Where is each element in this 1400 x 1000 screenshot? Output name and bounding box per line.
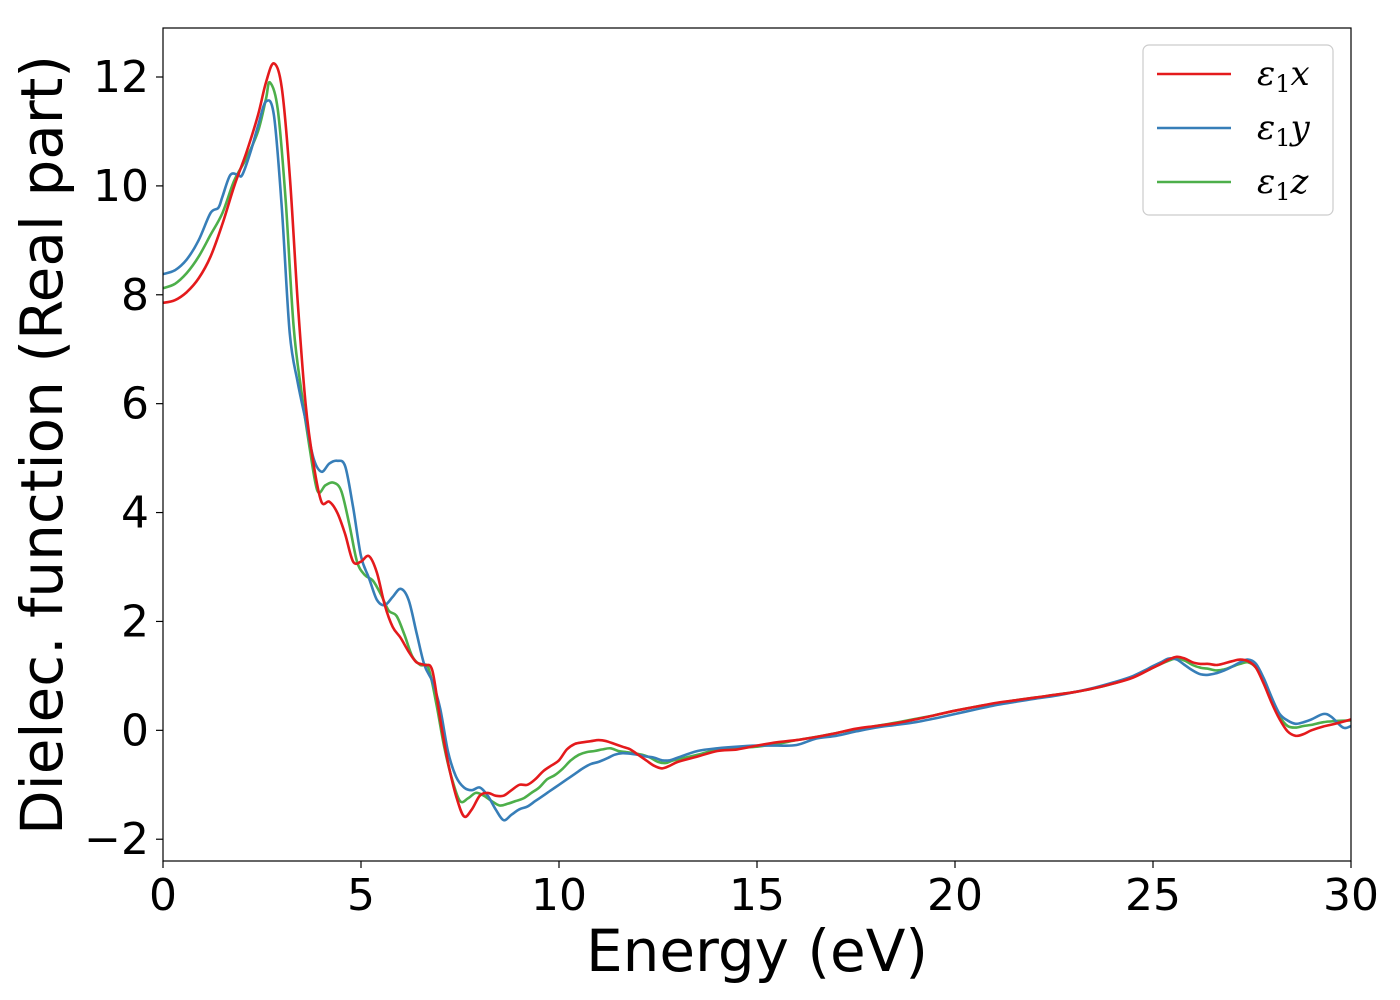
x-tick-label: 30: [1323, 870, 1379, 921]
legend-entries: ε1x ε1y ε1z: [1157, 54, 1311, 206]
y-axis-ticks: −2 0 2 4 6 8 10 12: [84, 52, 163, 865]
legend: ε1x ε1y ε1z: [1142, 44, 1334, 216]
x-tick-label: 0: [149, 870, 177, 921]
y-tick-label: 0: [121, 705, 149, 756]
x-tick-label: 10: [531, 870, 587, 921]
legend-label-z: ε1z: [1257, 162, 1310, 206]
x-tick-label: 5: [347, 870, 375, 921]
y-tick-label: 8: [121, 270, 149, 321]
series-layer: [163, 62, 1351, 822]
x-axis-label: Energy (eV): [586, 917, 928, 985]
x-tick-label: 25: [1125, 870, 1181, 921]
y-tick-label: 4: [121, 488, 149, 539]
y-tick-label: −2: [84, 814, 149, 865]
y-axis-label: Dielec. function (Real part): [8, 55, 76, 835]
series-line-z: [163, 80, 1351, 807]
x-tick-label: 15: [729, 870, 785, 921]
x-axis-ticks: 0 5 10 15 20 25 30: [149, 861, 1379, 921]
y-tick-label: 6: [121, 379, 149, 430]
x-tick-label: 20: [927, 870, 983, 921]
series-line-x: [163, 62, 1351, 819]
legend-label-y: ε1y: [1257, 108, 1311, 152]
legend-label-x: ε1x: [1257, 54, 1310, 98]
y-tick-label: 2: [121, 596, 149, 647]
y-tick-label: 10: [93, 161, 149, 212]
legend-box: [1142, 44, 1334, 216]
y-tick-label: 12: [93, 52, 149, 103]
